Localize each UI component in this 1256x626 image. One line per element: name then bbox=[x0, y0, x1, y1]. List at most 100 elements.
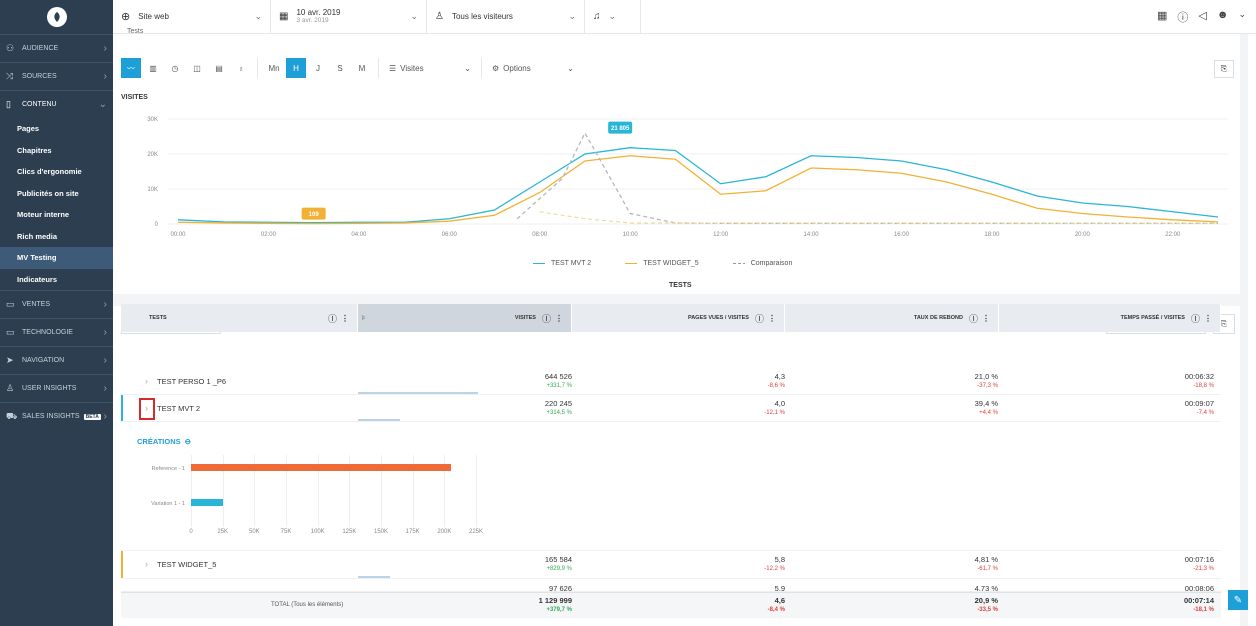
chevron-right-icon: › bbox=[103, 355, 107, 366]
segment-selector[interactable]: ♙ Tous les visiteurs ⌄ bbox=[427, 0, 585, 34]
metric-select[interactable]: ☰ Visites ⌄ bbox=[385, 58, 475, 78]
granularity-s[interactable]: S bbox=[337, 63, 343, 73]
megaphone-icon[interactable]: ◁ bbox=[1198, 9, 1207, 22]
nav-section-contenu[interactable]: ▯ CONTENU ⌄ bbox=[0, 90, 113, 118]
value-callout: 109 bbox=[301, 207, 326, 220]
x-tick-label: 02:00 bbox=[261, 232, 277, 238]
sidebar-item-pages[interactable]: Pages bbox=[17, 124, 40, 134]
date-selector[interactable]: ▦ 10 avr. 2019 3 avr. 2019 ⌄ bbox=[271, 0, 427, 34]
series-line-test-mvt-2[interactable] bbox=[177, 147, 1219, 224]
sidebar-item-publicit-s-on-site[interactable]: Publicités on site bbox=[17, 188, 79, 198]
logo-icon bbox=[46, 7, 67, 27]
nav-section-ventes[interactable]: ▭ VENTES › bbox=[0, 290, 113, 318]
chevron-down-icon[interactable]: ⌄ bbox=[1238, 8, 1246, 19]
list-icon: ☰ bbox=[389, 63, 397, 73]
granularity-h[interactable]: H bbox=[286, 58, 306, 78]
sidebar-item-chapitres[interactable]: Chapitres bbox=[17, 145, 52, 155]
legend-swatch bbox=[732, 263, 745, 264]
globe-icon: ⊕ bbox=[121, 11, 131, 23]
granularity-j[interactable]: J bbox=[316, 63, 320, 73]
cross-with-button[interactable]: ⊕ Croiser avec... ⌄ bbox=[121, 314, 221, 334]
date-main: 10 avr. 2019 bbox=[296, 7, 341, 17]
metrics-button[interactable]: ☰ Métriques ⌄ bbox=[1106, 314, 1206, 334]
legend-item[interactable]: TEST WIDGET_5 bbox=[625, 260, 699, 267]
site-label: Site web bbox=[138, 12, 169, 21]
x-tick-label: 12:00 bbox=[713, 232, 729, 238]
value-callout: 21 805 bbox=[608, 121, 633, 134]
pin-button[interactable]: ✎ bbox=[1228, 590, 1248, 610]
bar-chart-icon[interactable]: ▥ bbox=[149, 63, 157, 73]
series-line-test-widget-5[interactable] bbox=[177, 155, 1219, 225]
nav-section-sales-insights[interactable]: ⛟ SALES INSIGHTS BETA › bbox=[0, 402, 113, 430]
account-avatar[interactable]: ☻ bbox=[1216, 8, 1229, 21]
x-tick-label: 04:00 bbox=[351, 232, 367, 238]
cart-icon: ⛟ bbox=[6, 410, 18, 421]
granularity-mn[interactable]: Mn bbox=[268, 63, 280, 73]
beta-badge: BETA bbox=[83, 413, 101, 420]
nav-section-audience[interactable]: ⚇ AUDIENCE › bbox=[0, 34, 113, 62]
table-icon[interactable]: ▤ bbox=[215, 63, 223, 73]
x-tick-label: 18:00 bbox=[984, 232, 1000, 238]
nav-section-label: SOURCES bbox=[22, 73, 57, 80]
sidebar-item-moteur-interne[interactable]: Moteur interne bbox=[17, 210, 70, 220]
nav-section-label: USER INSIGHTS bbox=[22, 385, 77, 392]
chevron-down-icon: ⌄ bbox=[568, 11, 576, 21]
callout-label: 21 805 bbox=[611, 126, 630, 132]
nav-section-technologie[interactable]: ▭ TECHNOLOGIE › bbox=[0, 318, 113, 346]
chart-section-label: TESTS bbox=[669, 282, 692, 289]
x-tick-label: 00:00 bbox=[170, 232, 186, 238]
plus-circle-icon: ⊕ bbox=[128, 319, 135, 329]
series-line-comparaison[interactable] bbox=[516, 131, 1218, 224]
chevron-down-icon: ⌄ bbox=[464, 63, 471, 73]
visits-line-chart: 0 10K 20K 30K 00:00 02:00 04:00 06:00 08:00 10:00… bbox=[147, 117, 1228, 238]
chart-toolbar: 〰 ▥ ◷ ◫ ▤ ♁ Mn H J S M ☰ Visites ⌄ ⚙ Options… bbox=[121, 58, 578, 78]
x-tick-label: 14:00 bbox=[804, 232, 820, 238]
options-select[interactable]: ⚙ Options ⌄ bbox=[488, 58, 578, 78]
sidebar-item-clics-d-ergonomie[interactable]: Clics d'ergonomie bbox=[17, 167, 82, 177]
columns-icon[interactable]: ◫ bbox=[193, 63, 201, 73]
site-selector[interactable]: ⊕ Site web ⌄ bbox=[113, 0, 271, 34]
metric-label: Visites bbox=[400, 63, 424, 73]
sidebar-item-indicateurs[interactable]: Indicateurs bbox=[17, 274, 58, 284]
pin-icon[interactable]: ♁ bbox=[238, 63, 244, 73]
sidebar-item-mv-testing[interactable]: MV Testing bbox=[0, 247, 113, 269]
clock-icon[interactable]: ◷ bbox=[171, 63, 179, 73]
chevron-down-icon: ⌄ bbox=[207, 319, 214, 329]
users-icon: ⚇ bbox=[6, 43, 15, 53]
legend-item[interactable]: Comparaison bbox=[732, 260, 792, 267]
nav-section-label: AUDIENCE bbox=[22, 45, 59, 52]
chart-legend: TEST MVT 2 TEST WIDGET_5 Comparaison bbox=[533, 260, 792, 267]
chevron-down-icon: ⌄ bbox=[410, 11, 418, 21]
x-tick-label: 10:00 bbox=[623, 232, 639, 238]
sidebar-item-rich-media[interactable]: Rich media bbox=[17, 231, 58, 241]
monitor-icon: ▭ bbox=[6, 327, 15, 337]
user-icon: ♙ bbox=[6, 383, 15, 393]
y-tick-label: 30K bbox=[147, 117, 158, 123]
legend-item[interactable]: TEST MVT 2 bbox=[533, 260, 591, 267]
chevron-down-icon: ⌄ bbox=[567, 63, 574, 73]
help-icon[interactable]: ⓘ bbox=[1177, 11, 1189, 24]
nav-section-user-insights[interactable]: ♙ USER INSIGHTS › bbox=[0, 374, 113, 402]
nav-section-label: NAVIGATION bbox=[22, 357, 65, 364]
grid-icon[interactable]: ▦ bbox=[1157, 9, 1168, 22]
legend-swatch bbox=[533, 263, 545, 264]
export-table-icon[interactable]: ⎘ bbox=[1213, 314, 1235, 334]
logo[interactable] bbox=[0, 0, 113, 34]
export-icon[interactable]: ⎘ bbox=[1214, 60, 1234, 78]
sidebar: ⚇ AUDIENCE › ⤨ SOURCES › ▯ CONTENU ⌄ Pages Cha… bbox=[0, 0, 113, 626]
tab-tests[interactable]: Tests bbox=[127, 28, 144, 35]
table-panel: ⊕ Croiser avec... ⌄ ☰ Métriques ⌄ ⎘ bbox=[113, 306, 1240, 626]
cross-with-label: Croiser avec... bbox=[139, 319, 188, 329]
chevron-right-icon: › bbox=[103, 383, 107, 394]
series-line-comparaison-secondary bbox=[539, 211, 1219, 224]
chevron-right-icon: › bbox=[103, 411, 107, 422]
wallet-icon: ▭ bbox=[6, 299, 15, 309]
nav-section-label: CONTENU bbox=[22, 101, 57, 108]
chart-panel: Tests 〰 ▥ ◷ ◫ ▤ ♁ Mn H J S M ☰ Visites ⌄ ⚙ O… bbox=[113, 28, 1240, 294]
nav-section-navigation[interactable]: ➤ NAVIGATION › bbox=[0, 346, 113, 374]
nav-section-sources[interactable]: ⤨ SOURCES › bbox=[0, 62, 113, 90]
granularity-m[interactable]: M bbox=[358, 63, 366, 73]
chevron-right-icon: › bbox=[103, 71, 107, 82]
line-chart-icon[interactable]: 〰 bbox=[121, 58, 141, 78]
alerts-button[interactable]: ♫ ⌄ bbox=[585, 0, 641, 34]
